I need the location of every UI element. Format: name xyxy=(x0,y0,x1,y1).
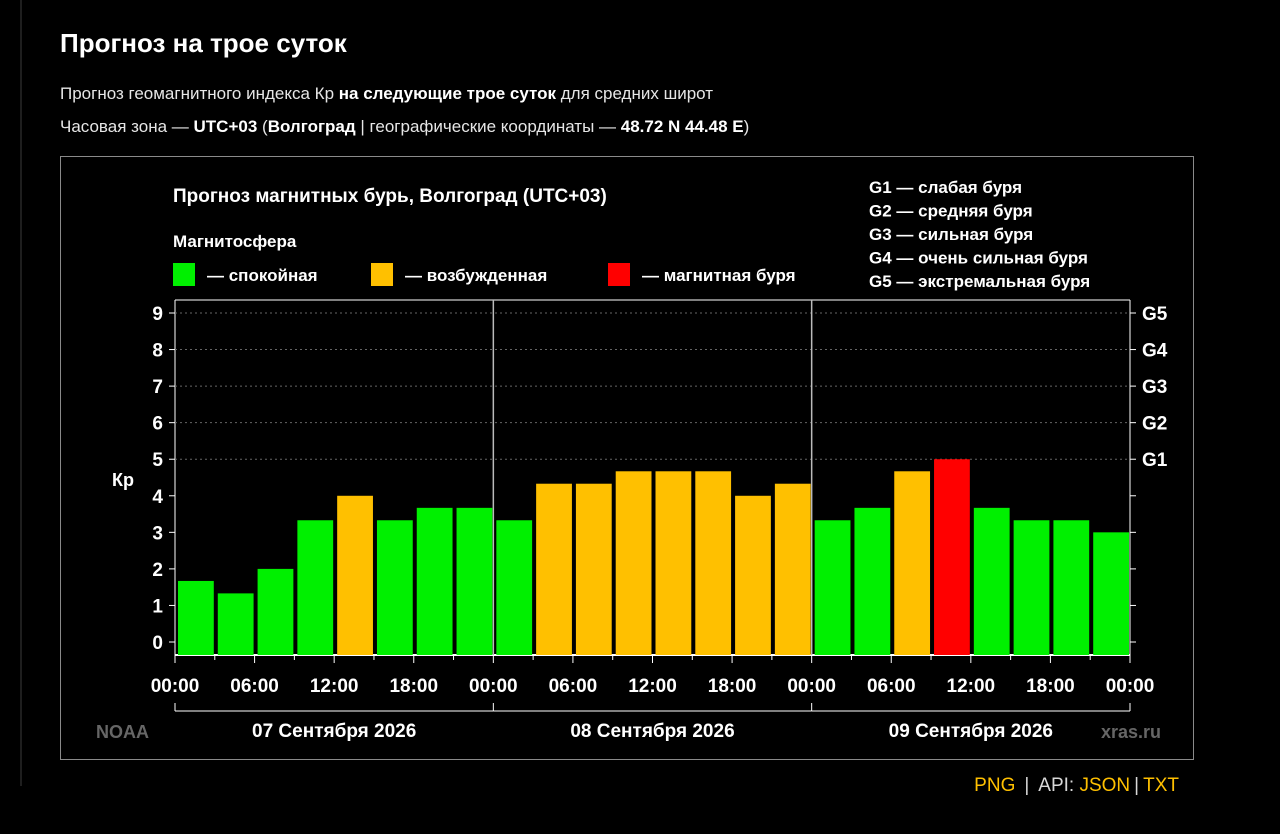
timezone-info: Часовая зона — UTC+03 (Волгоград | геогр… xyxy=(60,117,749,137)
kp-bar xyxy=(774,483,811,655)
timezone-paren-close: ) xyxy=(743,117,750,136)
x-tick-label: 00:00 xyxy=(469,676,518,697)
g-legend-item: G5 — экстремальная буря xyxy=(869,272,1090,291)
y-tick-label: 9 xyxy=(152,304,163,325)
legend-label: — возбужденная xyxy=(405,266,547,285)
x-tick-label: 06:00 xyxy=(549,676,598,697)
left-rule xyxy=(20,0,22,786)
y-tick-label: 5 xyxy=(152,450,163,471)
day-label: 09 Сентября 2026 xyxy=(889,721,1053,742)
chart-title: Прогноз магнитных бурь, Волгоград (UTC+0… xyxy=(173,186,607,207)
source-noaa: NOAA xyxy=(96,722,149,742)
y-tick-label: 7 xyxy=(152,377,163,398)
kp-bar xyxy=(1093,532,1129,655)
kp-bar xyxy=(416,507,453,655)
kp-bar xyxy=(376,520,413,655)
g-scale-label: G5 xyxy=(1142,304,1168,325)
kp-forecast-chart: Прогноз магнитных бурь, Волгоград (UTC+0… xyxy=(96,178,1168,742)
png-link[interactable]: PNG xyxy=(974,775,1016,796)
y-tick-label: 3 xyxy=(152,523,163,544)
timezone-paren-open: ( xyxy=(257,117,268,136)
x-tick-label: 18:00 xyxy=(708,676,757,697)
coordinates-label: | географические координаты — xyxy=(355,117,621,136)
x-tick-label: 12:00 xyxy=(628,676,677,697)
x-tick-label: 18:00 xyxy=(389,676,438,697)
page-title: Прогноз на трое суток xyxy=(60,28,347,58)
y-axis-label: Кр xyxy=(112,470,134,490)
x-tick-label: 00:00 xyxy=(151,676,200,697)
footer-links: PNG | API: JSON | TXT xyxy=(974,775,1179,797)
y-tick-label: 6 xyxy=(152,414,163,435)
legend-swatch xyxy=(608,263,630,286)
forecast-description: Прогноз геомагнитного индекса Кр на след… xyxy=(60,84,713,104)
kp-bar xyxy=(854,507,891,655)
source-xras: xras.ru xyxy=(1101,722,1161,742)
description-text-end: для средних широт xyxy=(556,84,714,103)
legend-title: Магнитосфера xyxy=(173,232,297,251)
g-legend-item: G3 — сильная буря xyxy=(869,225,1033,244)
footer-separator-2: | xyxy=(1134,775,1140,796)
x-tick-label: 00:00 xyxy=(1106,676,1155,697)
x-tick-label: 12:00 xyxy=(310,676,359,697)
kp-bar xyxy=(456,507,493,655)
kp-bar xyxy=(1013,520,1050,655)
x-tick-label: 00:00 xyxy=(787,676,836,697)
g-scale-label: G4 xyxy=(1142,341,1168,362)
api-label: API: xyxy=(1038,775,1080,796)
day-label: 08 Сентября 2026 xyxy=(570,721,734,742)
coordinates-value: 48.72 N 44.48 E xyxy=(620,117,744,136)
kp-bar xyxy=(257,568,294,655)
g-legend-item: G2 — средняя буря xyxy=(869,202,1033,221)
chart-frame: Прогноз магнитных бурь, Волгоград (UTC+0… xyxy=(60,156,1194,760)
kp-bar xyxy=(894,471,931,655)
legend-swatch xyxy=(173,263,195,286)
g-scale-label: G2 xyxy=(1142,414,1167,435)
g-scale-label: G1 xyxy=(1142,450,1168,471)
legend-label: — спокойная xyxy=(207,266,318,285)
g-legend-item: G1 — слабая буря xyxy=(869,178,1022,197)
kp-bar xyxy=(655,471,692,655)
kp-bar xyxy=(178,580,214,655)
y-tick-label: 0 xyxy=(152,633,163,654)
city-name: Волгоград xyxy=(267,117,356,136)
x-tick-label: 18:00 xyxy=(1026,676,1075,697)
kp-bar xyxy=(973,507,1010,655)
description-emphasis: на следующие трое суток xyxy=(338,84,557,103)
day-label: 07 Сентября 2026 xyxy=(252,721,416,742)
y-tick-label: 1 xyxy=(152,596,163,617)
kp-bar xyxy=(337,495,373,655)
x-tick-label: 12:00 xyxy=(947,676,996,697)
kp-bar xyxy=(1053,520,1090,655)
y-tick-label: 2 xyxy=(152,560,163,581)
g-legend-item: G4 — очень сильная буря xyxy=(869,249,1088,268)
y-tick-label: 4 xyxy=(152,487,163,508)
legend-swatch xyxy=(371,263,393,286)
timezone-value: UTC+03 xyxy=(193,117,258,136)
g-scale-label: G3 xyxy=(1142,377,1167,398)
kp-bar xyxy=(536,483,572,655)
kp-bar xyxy=(496,520,533,655)
footer-separator: | xyxy=(1024,775,1030,796)
legend-label: — магнитная буря xyxy=(642,266,796,285)
timezone-label: Часовая зона — xyxy=(60,117,194,136)
description-text: Прогноз геомагнитного индекса Кр xyxy=(60,84,339,103)
y-tick-label: 8 xyxy=(152,341,163,362)
kp-bar xyxy=(934,459,970,655)
x-tick-label: 06:00 xyxy=(230,676,279,697)
kp-bar xyxy=(615,471,652,655)
json-link[interactable]: JSON xyxy=(1079,775,1131,796)
kp-bar xyxy=(297,520,334,655)
kp-bar xyxy=(735,495,771,655)
x-tick-label: 06:00 xyxy=(867,676,916,697)
kp-bar xyxy=(814,520,851,655)
kp-bar xyxy=(695,471,732,655)
kp-bar xyxy=(575,483,612,655)
kp-bar xyxy=(217,593,254,655)
txt-link[interactable]: TXT xyxy=(1143,775,1179,796)
